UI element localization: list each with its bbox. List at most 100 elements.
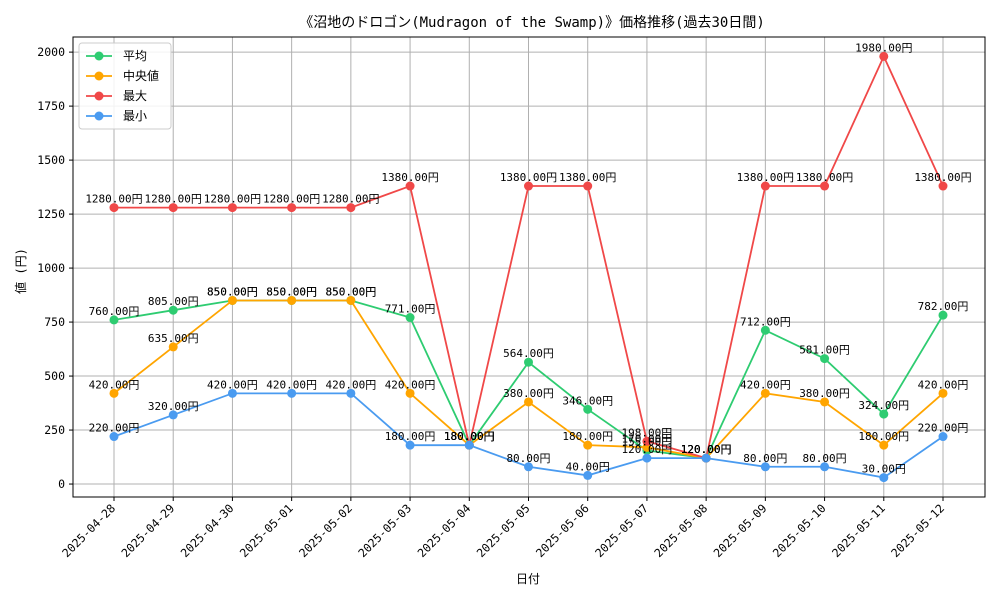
data-label: 1380.00円 [796, 171, 853, 184]
y-axis-label: 値 (円) [13, 248, 28, 294]
data-label: 320.00円 [148, 400, 199, 413]
x-tick-label: 2025-05-08 [651, 501, 710, 560]
data-label: 1280.00円 [204, 193, 261, 206]
data-label: 782.00円 [918, 300, 969, 313]
data-label: 180.00円 [444, 430, 495, 443]
legend-swatch-marker [94, 91, 104, 101]
y-tick-label: 2000 [37, 45, 65, 59]
data-point [879, 473, 889, 483]
data-label: 198.00円 [622, 426, 673, 439]
y-tick-label: 0 [58, 477, 65, 491]
x-tick-label: 2025-05-12 [888, 501, 947, 560]
data-label: 324.00円 [858, 399, 909, 412]
legend-label: 最大 [123, 89, 147, 103]
data-label: 346.00円 [562, 394, 613, 407]
series-最小 [109, 388, 948, 483]
data-point [820, 354, 830, 364]
data-point [524, 181, 533, 191]
data-label: 155.00円 [622, 436, 673, 449]
x-tick-label: 2025-05-02 [296, 501, 355, 560]
data-label: 120.00円 [681, 443, 732, 456]
y-tick-label: 1000 [37, 261, 65, 275]
data-point [405, 313, 415, 323]
data-point [879, 51, 889, 61]
data-label: 1280.00円 [263, 193, 320, 206]
data-label: 805.00円 [148, 295, 199, 308]
series-lines [109, 51, 948, 483]
x-tick-label: 2025-05-07 [592, 501, 651, 560]
data-point [405, 440, 415, 450]
y-tick-label: 1250 [37, 207, 65, 221]
data-point [938, 310, 948, 320]
data-label: 180.00円 [858, 430, 909, 443]
data-point [346, 295, 356, 305]
data-point [760, 388, 770, 398]
data-label: 850.00円 [325, 285, 376, 298]
data-label: 581.00円 [799, 344, 850, 357]
data-label: 80.00円 [743, 452, 787, 465]
x-tick-label: 2025-05-04 [415, 501, 474, 560]
data-point [168, 305, 178, 315]
data-point [642, 436, 652, 446]
data-point [820, 462, 830, 472]
y-tick-label: 250 [44, 423, 65, 437]
data-label: 180.00円 [444, 430, 495, 443]
data-point [583, 404, 593, 414]
data-point [760, 462, 770, 472]
data-label: 420.00円 [266, 378, 317, 391]
data-label: 850.00円 [207, 285, 258, 298]
data-point [227, 388, 237, 398]
y-tick-label: 500 [44, 369, 65, 383]
data-point [524, 462, 533, 472]
data-label: 420.00円 [918, 378, 969, 391]
data-label: 180.00円 [444, 430, 495, 443]
data-label: 850.00円 [266, 285, 317, 298]
y-tick-label: 750 [44, 315, 65, 329]
data-label: 120.00円 [681, 443, 732, 456]
data-point [227, 295, 237, 305]
data-label: 220.00円 [918, 422, 969, 435]
data-point [109, 315, 119, 325]
data-point [760, 325, 770, 335]
data-label: 635.00円 [148, 332, 199, 345]
chart-title: 《沼地のドロゴン(Mudragon of the Swamp)》価格推移(過去3… [299, 14, 765, 31]
data-point [583, 181, 593, 191]
legend-label: 中央値 [123, 68, 159, 83]
legend-label: 最小 [123, 109, 147, 123]
x-tick-label: 2025-04-28 [59, 501, 118, 560]
plot-frame [72, 36, 986, 498]
data-label: 420.00円 [325, 378, 376, 391]
data-point [938, 181, 948, 191]
data-label: 850.00円 [325, 285, 376, 298]
data-label: 380.00円 [503, 387, 554, 400]
data-label: 30.00円 [862, 463, 906, 476]
data-point [227, 203, 237, 213]
data-point [405, 388, 415, 398]
data-label: 80.00円 [506, 452, 550, 465]
data-label: 1380.00円 [914, 171, 971, 184]
legend-swatch-marker [94, 51, 104, 61]
data-point [168, 342, 178, 352]
x-tick-label: 2025-05-11 [829, 501, 888, 560]
data-label: 1380.00円 [381, 171, 438, 184]
legend-box [78, 42, 172, 130]
data-point [820, 397, 830, 407]
data-label: 1380.00円 [559, 171, 616, 184]
data-label: 850.00円 [207, 285, 258, 298]
data-point [820, 181, 830, 191]
data-point [287, 203, 297, 213]
data-point [109, 203, 119, 213]
data-point [346, 388, 356, 398]
data-labels: 760.00円 805.00円 850.00円 850.00円 850.00円 771.0… [85, 41, 971, 475]
data-label: 712.00円 [740, 315, 791, 328]
legend-swatch-marker [94, 71, 104, 81]
data-point [760, 181, 770, 191]
data-label: 380.00円 [799, 387, 850, 400]
y-tick-label: 1750 [37, 99, 65, 113]
data-point [109, 432, 119, 442]
data-label: 420.00円 [740, 378, 791, 391]
data-point [938, 388, 948, 398]
